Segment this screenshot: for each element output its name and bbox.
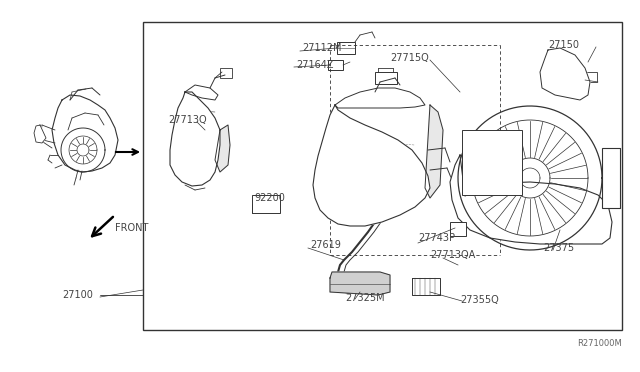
Polygon shape [34, 125, 46, 143]
Bar [450, 222, 466, 236]
Text: 27325M: 27325M [345, 293, 385, 303]
Polygon shape [185, 85, 218, 100]
Text: 92200: 92200 [254, 193, 285, 203]
Bar [375, 72, 397, 84]
Bar [143, 22, 622, 330]
Text: 27150: 27150 [548, 40, 579, 50]
Polygon shape [52, 95, 118, 172]
Text: 27375: 27375 [543, 243, 574, 253]
Text: 27713QA: 27713QA [430, 250, 476, 260]
Text: 27715Q: 27715Q [390, 53, 429, 63]
Bar [462, 130, 522, 195]
Polygon shape [412, 278, 440, 295]
Polygon shape [425, 105, 443, 198]
Text: 27164Z: 27164Z [296, 60, 333, 70]
Polygon shape [170, 92, 220, 186]
Polygon shape [450, 155, 612, 244]
Bar [328, 60, 343, 70]
Bar [585, 72, 597, 82]
Bar [220, 68, 232, 78]
Bar [602, 148, 620, 208]
Polygon shape [330, 272, 390, 295]
Polygon shape [540, 48, 590, 100]
Polygon shape [335, 88, 425, 108]
Text: 27100: 27100 [62, 290, 93, 300]
Polygon shape [510, 158, 550, 198]
Bar [252, 195, 280, 213]
Circle shape [344, 284, 354, 294]
Text: 27619: 27619 [310, 240, 341, 250]
Text: 27743P: 27743P [418, 233, 455, 243]
Text: 27112M: 27112M [302, 43, 342, 53]
Text: R271000M: R271000M [577, 339, 622, 348]
Text: FRONT: FRONT [115, 223, 148, 233]
Text: 27355Q: 27355Q [460, 295, 499, 305]
Text: 27713Q: 27713Q [168, 115, 207, 125]
Bar [337, 42, 355, 54]
Polygon shape [313, 105, 430, 226]
Polygon shape [215, 125, 230, 172]
Circle shape [376, 208, 386, 218]
